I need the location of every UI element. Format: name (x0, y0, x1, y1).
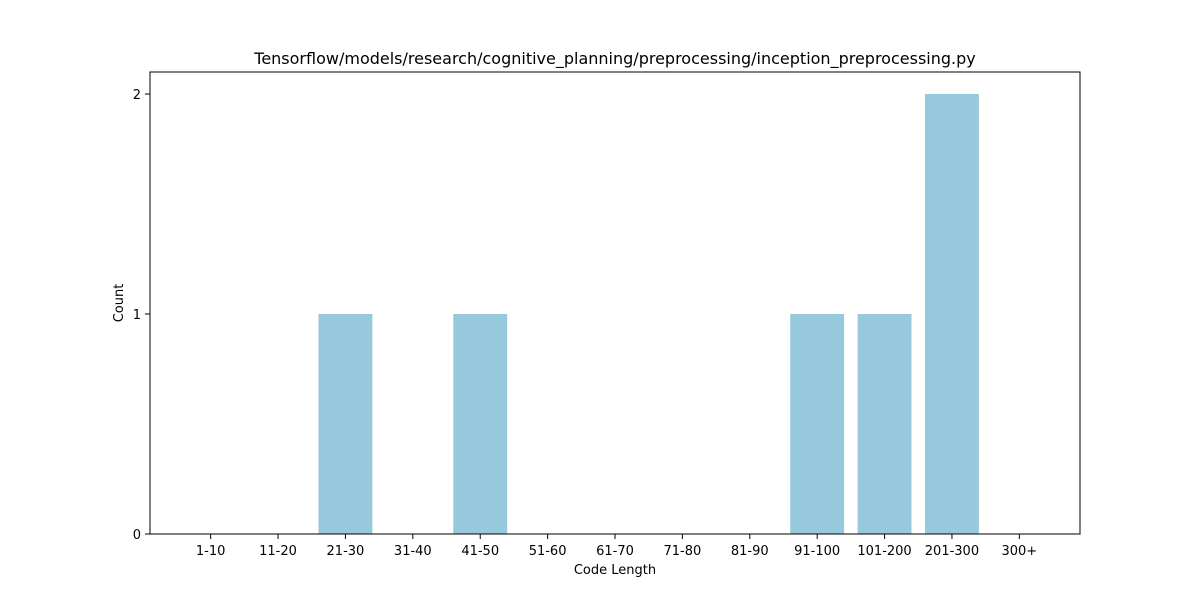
x-tick-label: 81-90 (731, 544, 769, 559)
bar-201-300 (925, 94, 979, 534)
y-tick-label: 2 (133, 88, 141, 103)
x-tick-label: 101-200 (857, 544, 911, 559)
chart-title: Tensorflow/models/research/cognitive_pla… (253, 49, 975, 69)
x-tick-label: 91-100 (794, 544, 840, 559)
y-axis-label: Count (112, 284, 127, 323)
bar-21-30 (318, 314, 373, 534)
x-tick-label: 71-80 (664, 544, 702, 559)
x-tick-label: 31-40 (394, 544, 432, 559)
x-axis-ticks: 1-10 11-20 21-30 31-40 41-50 51-60 61-70 71-80 8… (196, 534, 1037, 559)
bar-101-200 (857, 314, 912, 534)
y-tick-label: 1 (133, 308, 141, 323)
x-tick-label: 300+ (1001, 544, 1037, 559)
y-tick-label: 0 (133, 528, 141, 543)
x-axis-label: Code Length (574, 563, 656, 578)
x-tick-label: 21-30 (327, 544, 365, 559)
x-tick-label: 11-20 (259, 544, 297, 559)
bar-91-100 (790, 314, 845, 534)
bar-41-50 (453, 314, 508, 534)
x-tick-label: 1-10 (196, 544, 226, 559)
x-tick-label: 41-50 (461, 544, 499, 559)
y-axis-ticks: 0 1 2 (133, 88, 150, 543)
x-tick-label: 51-60 (529, 544, 567, 559)
bars-group (318, 94, 979, 534)
x-tick-label: 201-300 (925, 544, 979, 559)
x-tick-label: 61-70 (596, 544, 634, 559)
